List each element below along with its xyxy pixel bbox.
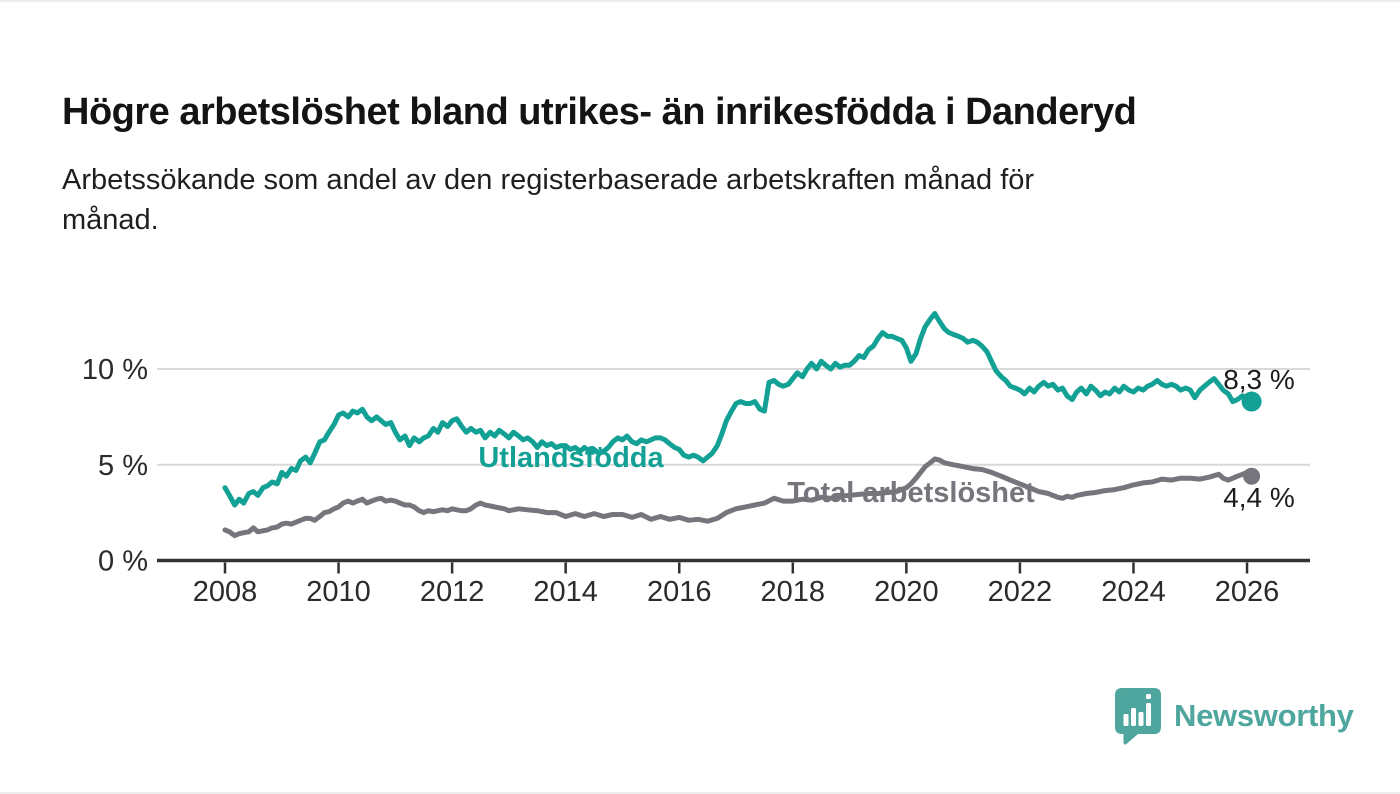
x-axis-label-2018: 2018 (761, 576, 826, 608)
series-label-total-arbetsloshet: Total arbetslöshet (787, 477, 1035, 509)
bar-3 (1138, 712, 1144, 726)
bar-2 (1131, 708, 1136, 726)
x-axis-label-2020: 2020 (874, 576, 939, 608)
x-axis-label-2024: 2024 (1101, 576, 1166, 608)
y-axis-label-10: 10 % (82, 354, 148, 386)
subtitle-line-1: Arbetssökande som andel av den registerb… (62, 164, 1035, 196)
newsworthy-logo-icon (1115, 688, 1161, 745)
series-end-dot-utlandsfodda (1241, 391, 1262, 412)
x-axis-label-2008: 2008 (193, 576, 258, 608)
x-axis-label-2016: 2016 (647, 576, 712, 608)
newsworthy-wordmark: Newsworthy (1174, 698, 1354, 733)
x-axis-label-2012: 2012 (420, 576, 485, 608)
page-title: Högre arbetslöshet bland utrikes- än inr… (62, 91, 1137, 134)
y-axis-label-0: 0 % (98, 546, 148, 578)
line-chart: 0 % 5 % 10 % 2008 2010 2012 2014 2016 2018 2020 20… (82, 311, 1310, 608)
x-axis-label-2010: 2010 (306, 576, 371, 608)
subtitle-line-2: månad. (62, 204, 159, 237)
exclamation-bar (1146, 703, 1151, 726)
series-line-total (222, 456, 1255, 539)
axes: 0 % 5 % 10 % 2008 2010 2012 2014 2016 2018 2020 20… (82, 354, 1310, 608)
series-label-utlandsfodda: Utlandsfödda (478, 442, 664, 474)
series-lines (222, 311, 1262, 539)
end-value-label-total: 4,4 % (1223, 482, 1295, 513)
end-value-label-utlandsfodda: 8,3 % (1223, 364, 1295, 395)
x-axis-label-2026: 2026 (1215, 576, 1280, 608)
bottom-border (0, 792, 1400, 794)
top-border (0, 0, 1400, 2)
chart-subtitle: Arbetssökande som andel av den registerb… (62, 160, 1312, 240)
newsworthy-branding: Newsworthy (1113, 686, 1354, 746)
exclamation-dot (1146, 694, 1151, 699)
series-line-utlandsfodda (222, 311, 1255, 508)
gridlines (157, 368, 1310, 466)
speech-bubble-shape (1115, 688, 1161, 745)
series-end-dot-total (1243, 467, 1261, 485)
y-axis-label-5: 5 % (98, 450, 148, 482)
bar-1 (1123, 714, 1129, 726)
x-axis-label-2014: 2014 (533, 576, 598, 608)
x-axis-label-2022: 2022 (988, 576, 1053, 608)
